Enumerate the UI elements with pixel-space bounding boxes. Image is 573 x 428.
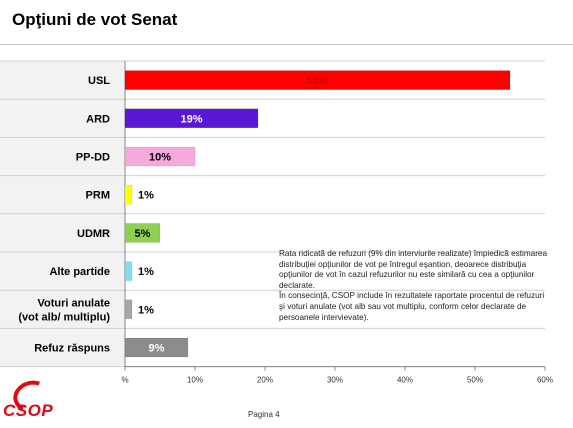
bar (124, 146, 196, 167)
csop-logo: CSOP (3, 375, 65, 425)
note-paragraph-1: Rata ridicată de refuzuri (9% din interv… (279, 249, 548, 290)
x-tick-label: 60% (537, 376, 553, 385)
x-tick-label: 40% (397, 376, 413, 385)
data-label: 1% (138, 304, 154, 316)
data-label: 10% (149, 152, 171, 164)
category-band (0, 252, 125, 291)
data-label: 1% (138, 190, 154, 202)
methodology-note: Rata ridicată de refuzuri (9% din interv… (279, 249, 551, 323)
bar (124, 108, 259, 129)
x-tick-label: 50% (467, 376, 483, 385)
category-band (0, 328, 125, 367)
category-label: Refuz răspuns (34, 343, 110, 355)
bar-chart: % 10% 20% 30% 40% 50% 60% USL 55% ARD 19% PP-DD 10% P… (0, 60, 553, 385)
category-label: ARD (86, 113, 110, 125)
page-number: Pagina 4 (248, 410, 280, 419)
category-label: USL (88, 75, 110, 87)
category-band (0, 61, 125, 100)
note-paragraph-2: În consecinţă, CSOP include în rezultate… (279, 291, 545, 322)
title-divider (0, 44, 573, 45)
x-tick-label: 10% (187, 376, 203, 385)
x-tick-label: 20% (257, 376, 273, 385)
data-label: 55% (306, 75, 328, 87)
category-label: Voturi anulate (37, 297, 110, 309)
bar (124, 299, 133, 320)
logo-text: CSOP (3, 401, 54, 420)
category-label: Alte partide (49, 266, 110, 278)
data-label: 5% (135, 228, 151, 240)
category-band (0, 290, 125, 329)
bar (124, 261, 133, 281)
category-label: PP-DD (76, 152, 110, 164)
category-label: PRM (86, 190, 110, 202)
page-title: Opţiuni de vot Senat (12, 10, 178, 29)
category-label: UDMR (77, 228, 110, 240)
x-tick-label: 30% (327, 376, 343, 385)
x-tick-label: % (121, 376, 128, 385)
bar (124, 223, 161, 243)
category-band (0, 175, 125, 214)
category-band (0, 99, 125, 138)
data-label: 9% (149, 343, 165, 355)
category-band (0, 213, 125, 252)
data-label: 19% (180, 113, 202, 125)
bar (124, 337, 189, 358)
category-band (0, 137, 125, 176)
category-label: (vot alb/ multiplu) (18, 311, 110, 323)
bar (124, 70, 511, 90)
data-label: 1% (138, 266, 154, 278)
bar (124, 184, 133, 205)
